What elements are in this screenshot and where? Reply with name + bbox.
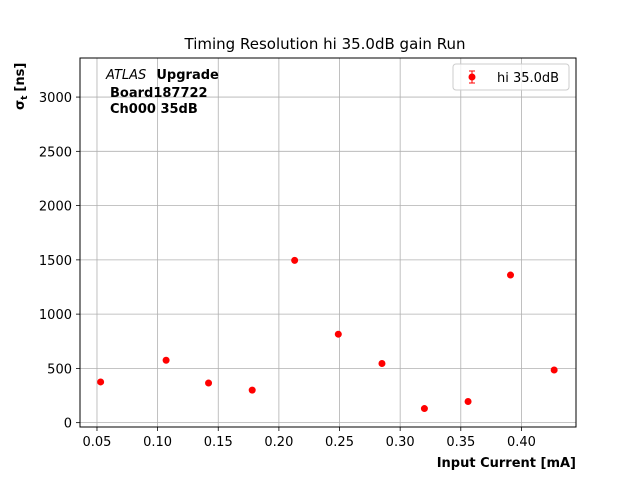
y-tick-label: 0 <box>64 417 72 432</box>
x-tick-label: 0.15 <box>204 435 233 450</box>
x-tick-label: 0.20 <box>264 435 293 450</box>
x-tick-label: 0.05 <box>83 435 112 450</box>
chart-title: Timing Resolution hi 35.0dB gain Run <box>184 35 466 53</box>
x-tick-label: 0.25 <box>325 435 354 450</box>
y-tick-label: 2000 <box>39 200 72 215</box>
y-ticks: 0 500 1000 1500 2000 2500 3000 <box>39 91 80 432</box>
data-point <box>550 366 558 374</box>
data-series-hi-35db <box>97 256 558 413</box>
y-axis-label-main: σ <box>13 100 28 110</box>
y-tick-label: 1000 <box>39 308 72 323</box>
upgrade-label: Upgrade <box>156 68 219 83</box>
atlas-label: ATLAS <box>105 68 146 83</box>
atlas-annotation: ATLAS Upgrade <box>105 64 219 83</box>
y-axis-label-sub: t <box>20 95 30 100</box>
legend-box <box>452 63 570 91</box>
data-point <box>205 379 213 387</box>
data-point <box>378 360 386 368</box>
y-axis-label: σt [ns] <box>13 63 30 110</box>
data-point <box>334 330 342 338</box>
data-point <box>420 405 428 413</box>
legend-label: hi 35.0dB <box>497 71 559 86</box>
data-point <box>507 271 515 279</box>
x-tick-label: 0.40 <box>507 435 536 450</box>
data-point <box>97 378 105 386</box>
data-point <box>464 397 472 405</box>
y-tick-label: 3000 <box>39 91 72 106</box>
channel-label: Ch000 35dB <box>110 102 198 117</box>
legend-marker <box>468 73 476 81</box>
legend: hi 35.0dB <box>452 63 570 91</box>
x-tick-label: 0.10 <box>143 435 172 450</box>
x-axis-label: Input Current [mA] <box>437 456 576 471</box>
y-tick-label: 500 <box>47 362 72 377</box>
x-tick-label: 0.35 <box>446 435 475 450</box>
y-tick-label: 1500 <box>39 254 72 269</box>
x-tick-label: 0.30 <box>386 435 415 450</box>
data-point <box>291 256 299 264</box>
data-point <box>248 386 256 394</box>
grid <box>80 58 576 427</box>
y-axis-label-unit: [ns] <box>13 63 28 92</box>
y-tick-label: 2500 <box>39 145 72 160</box>
board-label: Board187722 <box>110 86 208 101</box>
x-ticks: 0.05 0.10 0.15 0.20 0.25 0.30 0.35 0.40 <box>83 427 536 450</box>
plot-frame <box>79 57 577 428</box>
data-point <box>162 356 170 364</box>
